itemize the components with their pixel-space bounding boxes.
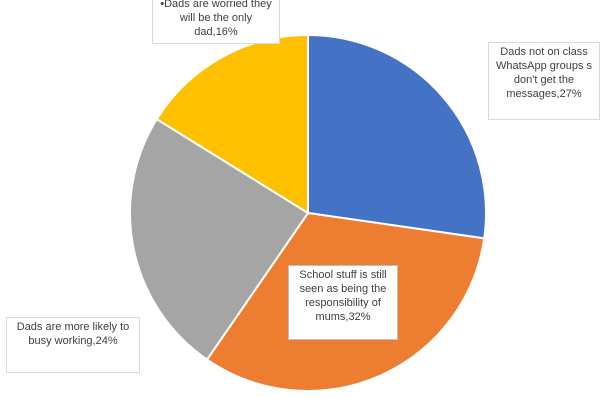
data-label-responsibility-of-mums: School stuff is still seen as being the … [288, 265, 398, 340]
data-label-busy-working: Dads are more likely to busy working,24% [6, 317, 140, 373]
slice-whatsapp-groups [307, 33, 487, 240]
slice-busy-working [129, 117, 310, 362]
data-label-whatsapp-groups: Dads not on class WhatsApp groups s don'… [488, 42, 600, 120]
data-label-only-dad: •Dads are worried they will be the only … [152, 0, 280, 44]
slice-only-dad [155, 33, 309, 215]
